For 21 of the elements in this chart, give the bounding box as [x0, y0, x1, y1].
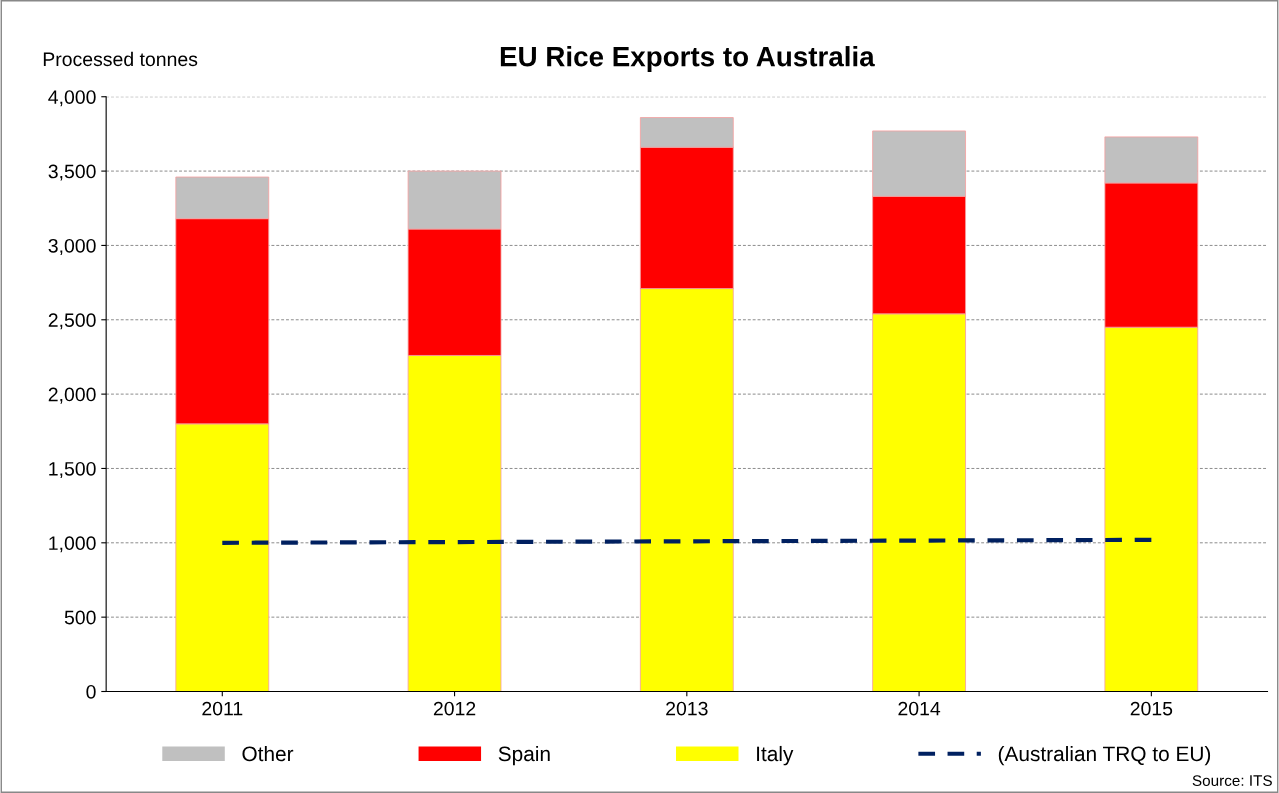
y-tick-label: 2,000 [48, 387, 96, 404]
legend-label: Italy [757, 745, 794, 766]
legend-label: (Australian TRQ to EU) [998, 745, 1211, 766]
x-tick-label: 2014 [898, 701, 941, 716]
y-tick-label: 500 [64, 610, 96, 625]
chart-title: EU Rice Exports to Australia [500, 46, 875, 72]
y-tick-label: 2,500 [48, 313, 96, 330]
y-tick-label: 1,000 [49, 536, 96, 553]
y-axis-title: Processed tonnes [43, 51, 198, 67]
x-tick-label: 2013 [666, 701, 708, 716]
x-tick-label: 2015 [1130, 701, 1173, 716]
legend-label: Spain [498, 745, 550, 766]
source-note: Source: ITS [1192, 775, 1272, 787]
legend-label: Other [242, 745, 294, 762]
x-tick-label: 2011 [202, 701, 243, 716]
y-tick-label: 1,500 [49, 461, 96, 478]
y-tick-label: 3,000 [48, 238, 96, 255]
y-tick-label: 4,000 [48, 90, 96, 107]
x-tick-label: 2012 [433, 701, 476, 716]
y-tick-label: 0 [86, 684, 96, 699]
y-tick-label: 3,500 [48, 164, 96, 181]
